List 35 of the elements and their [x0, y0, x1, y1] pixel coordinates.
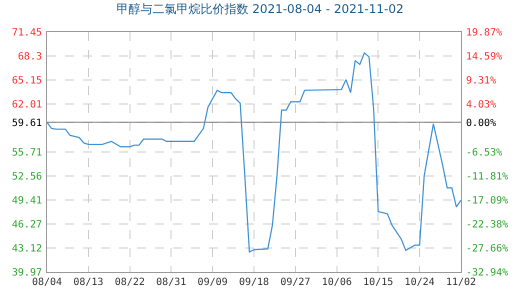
x-tick-label: 08/04 — [32, 277, 62, 288]
y2-tick-label: -11.81% — [466, 171, 508, 182]
y-tick-label: 65.15 — [12, 76, 42, 87]
y-tick-label: 68.3 — [18, 52, 42, 63]
x-tick-label: 10/24 — [404, 277, 435, 288]
x-tick-label: 10/15 — [363, 277, 394, 288]
y2-tick-label: -32.94% — [466, 268, 508, 278]
y-tick-label: 46.27 — [12, 219, 42, 230]
y-tick-label: 39.97 — [12, 268, 42, 278]
y2-tick-label: 14.59% — [466, 52, 502, 62]
y2-tick-label: -27.66% — [466, 244, 508, 254]
y2-tick-label: 19.87% — [466, 28, 502, 38]
x-tick-label: 08/22 — [114, 277, 145, 288]
x-tick-label: 08/13 — [73, 277, 104, 288]
y-tick-label: 55.71 — [12, 148, 42, 158]
y-tick-label: 71.45 — [12, 28, 42, 38]
y-tick-label: 62.01 — [12, 99, 42, 110]
x-tick-label: 11/02 — [446, 277, 476, 288]
y2-tick-label: -17.09% — [466, 195, 508, 206]
line-series — [47, 52, 461, 253]
y-tick-label: 49.41 — [12, 196, 42, 207]
x-tick-label: 09/18 — [238, 277, 270, 288]
y2-tick-label: 4.03% — [466, 99, 496, 110]
y2-tick-label: 0.00% — [466, 118, 496, 129]
y2-tick-label: -6.53% — [466, 147, 502, 158]
x-tick-label: 08/31 — [156, 277, 186, 288]
x-tick-label: 10/06 — [322, 277, 352, 288]
x-tick-label: 09/09 — [198, 277, 228, 288]
y-tick-label: 52.56 — [12, 172, 42, 183]
y-tick-label: 59.61 — [12, 118, 42, 129]
y-tick-label: 43.12 — [12, 243, 42, 254]
x-tick-label: 09/27 — [280, 277, 310, 288]
y2-tick-label: -22.38% — [466, 220, 508, 231]
y2-tick-label: 9.31% — [466, 75, 496, 86]
chart-title: 甲醇与二氯甲烷比价指数 2021-08-04 - 2021-11-02 — [116, 2, 404, 16]
